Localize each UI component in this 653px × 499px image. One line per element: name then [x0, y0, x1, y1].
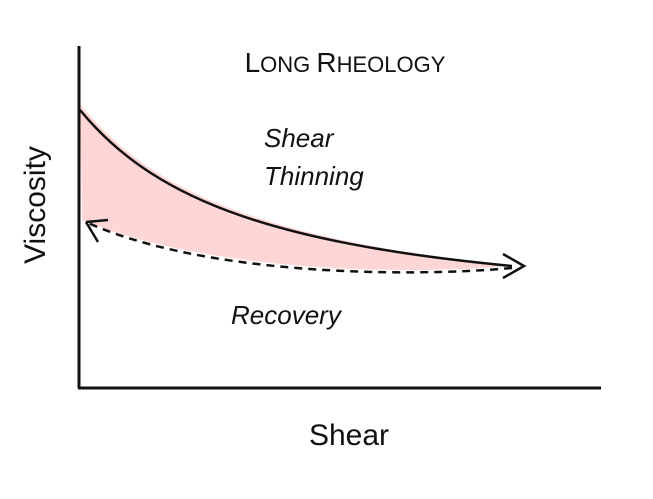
hysteresis-region	[80, 104, 505, 271]
recovery-arrowhead	[84, 218, 109, 243]
diagram-title: LONG RHEOLOGY	[245, 47, 446, 78]
shear-thinning-label-line1: Shear	[264, 123, 335, 153]
x-axis-label: Shear	[309, 419, 389, 452]
title-part: L	[245, 47, 261, 78]
recovery-label: Recovery	[231, 300, 343, 330]
y-axis-label: Viscosity	[19, 146, 52, 264]
thinning-arrowhead	[502, 252, 527, 280]
title-part: ONG	[260, 52, 316, 77]
title-part: HEOLOGY	[337, 52, 446, 77]
shear-thinning-curve	[79, 109, 513, 268]
title-part: R	[316, 47, 336, 78]
shear-thinning-label-line2: Thinning	[264, 161, 364, 191]
recovery-curve	[85, 220, 513, 274]
